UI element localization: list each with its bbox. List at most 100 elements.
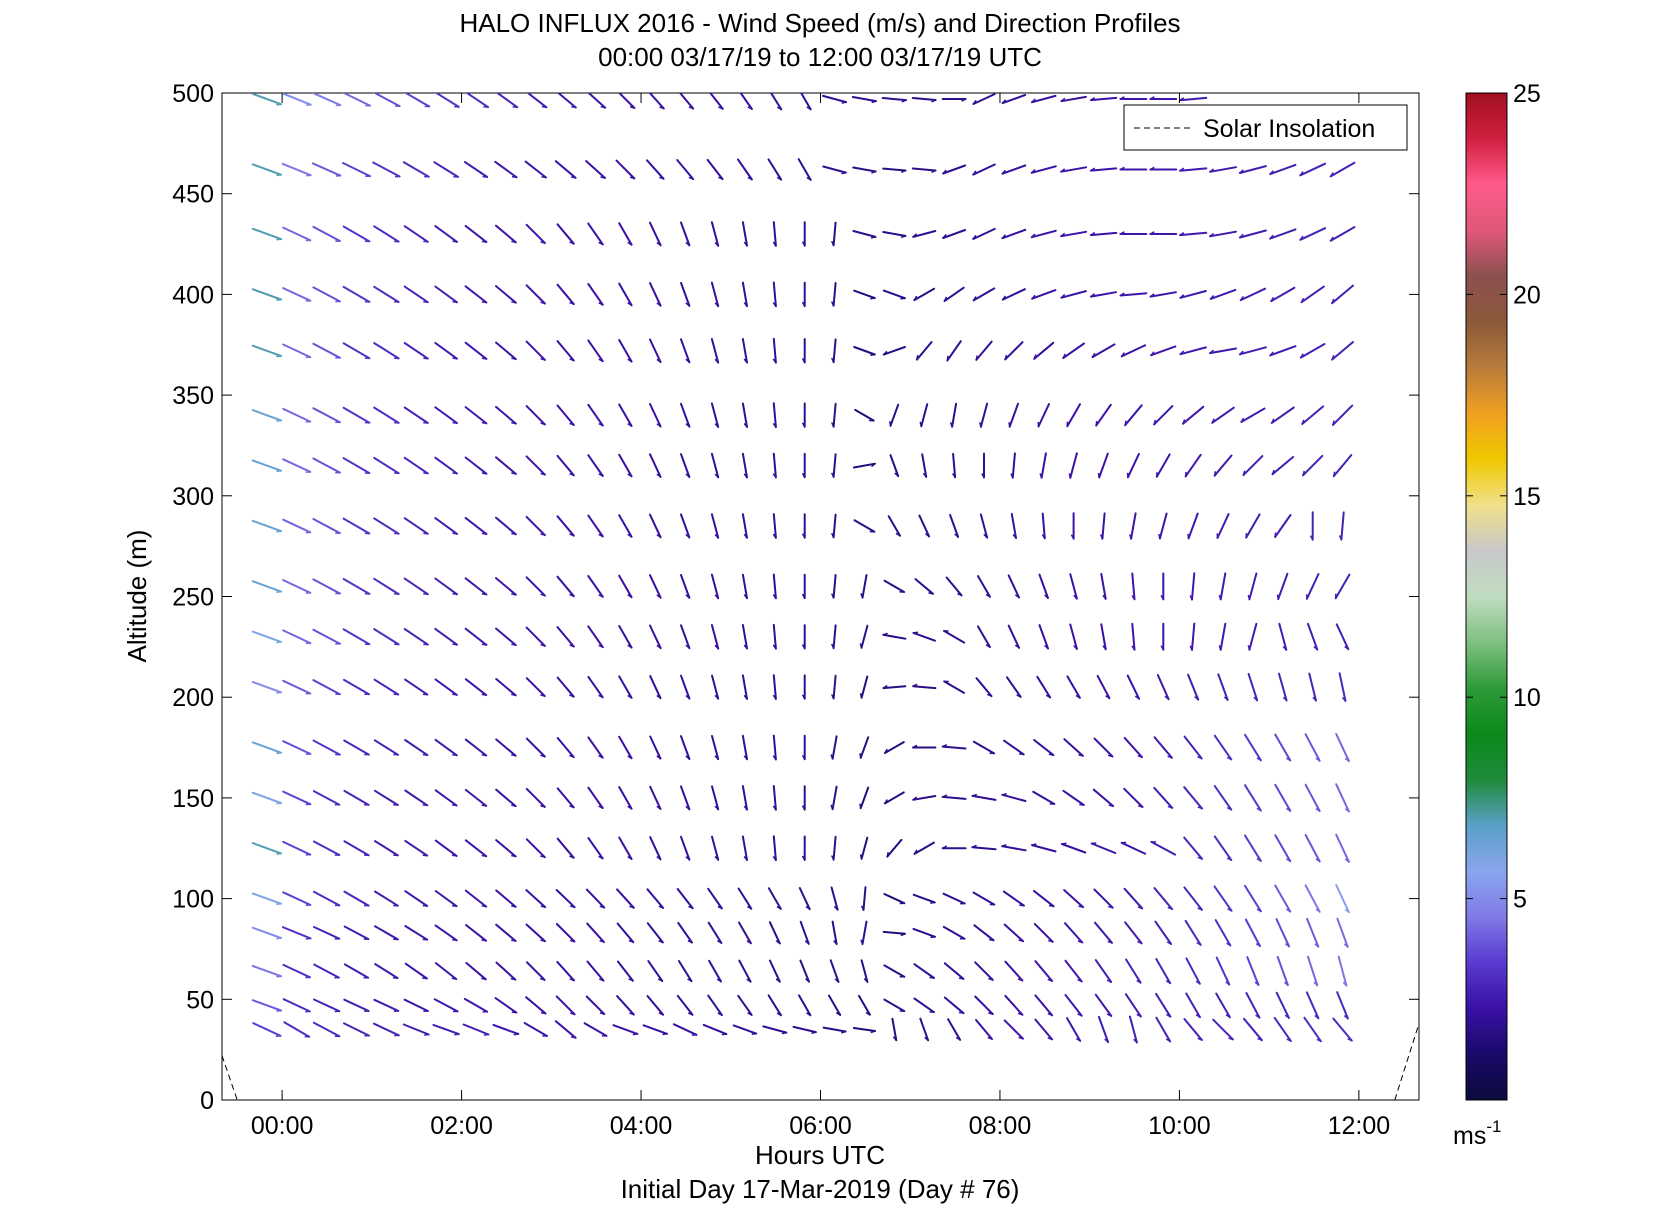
wind-vector — [1060, 166, 1088, 173]
wind-vector — [616, 995, 635, 1016]
wind-vector-head — [811, 1031, 817, 1035]
wind-vector — [1007, 624, 1020, 649]
wind-vector-head — [1223, 696, 1229, 701]
wind-vector — [1179, 167, 1208, 172]
wind-vector-head — [1137, 805, 1143, 808]
wind-vector — [525, 923, 546, 943]
wind-vector — [858, 994, 871, 1016]
wind-vector-head — [1225, 1014, 1231, 1018]
wind-vector-head — [871, 170, 876, 174]
wind-vector — [1038, 573, 1049, 600]
wind-vector — [556, 575, 575, 598]
wind-vector-head — [1315, 807, 1321, 812]
wind-vector-head — [942, 845, 948, 849]
wind-vector — [587, 675, 604, 699]
wind-vector — [1119, 292, 1148, 297]
wind-vector — [832, 282, 837, 307]
wind-vector-head — [685, 473, 690, 478]
wind-vector — [372, 161, 401, 178]
wind-vector-head — [424, 1033, 429, 1036]
wind-vector-head — [1184, 471, 1187, 477]
wind-vector-head — [1108, 804, 1114, 807]
wind-vector-head — [1247, 594, 1251, 600]
wind-vector — [680, 402, 691, 428]
wind-vector — [920, 403, 929, 428]
wind-vector — [404, 890, 429, 907]
wind-vector — [1002, 890, 1025, 907]
wind-vector-head — [276, 590, 282, 594]
wind-vector — [403, 628, 429, 646]
wind-vector-head — [924, 1036, 929, 1041]
wind-vector-head — [1179, 231, 1185, 236]
wind-vector — [883, 998, 906, 1013]
wind-vector-head — [1195, 1014, 1201, 1018]
colorbar-tick-label: 10 — [1513, 684, 1541, 712]
wind-vector — [312, 890, 341, 907]
wind-vector-head — [1218, 594, 1222, 600]
wind-vector — [525, 340, 546, 361]
wind-vector — [373, 342, 400, 360]
wind-vector — [492, 1024, 520, 1035]
wind-vector — [1277, 572, 1289, 601]
wind-vector — [1182, 405, 1205, 425]
wind-vector-head — [598, 422, 604, 427]
wind-vector-head — [512, 105, 518, 108]
wind-vector-head — [1343, 943, 1349, 948]
wind-vector — [860, 675, 869, 699]
wind-vector — [434, 627, 458, 646]
wind-vector-head — [714, 423, 719, 428]
wind-vector — [311, 162, 342, 177]
wind-vector — [710, 221, 720, 247]
wind-vector-head — [895, 532, 901, 537]
wind-vector — [1155, 958, 1172, 985]
wind-vector — [741, 281, 748, 308]
wind-vector-head — [1090, 293, 1096, 298]
wind-vector — [1187, 673, 1200, 701]
wind-vector — [1007, 574, 1020, 599]
wind-vector — [943, 962, 965, 980]
wind-vector-head — [511, 754, 516, 757]
wind-vector-head — [889, 421, 892, 426]
wind-vector-head — [1102, 645, 1107, 650]
wind-vector-head — [1091, 842, 1097, 845]
wind-vector-head — [714, 358, 719, 364]
y-tick-label: 300 — [172, 483, 214, 511]
wind-vector-head — [627, 755, 632, 759]
wind-vector-head — [955, 1036, 961, 1041]
wind-vector — [433, 998, 459, 1013]
wind-vector — [1274, 783, 1292, 812]
wind-vector-head — [627, 241, 632, 246]
wind-vector — [1213, 454, 1233, 477]
wind-vector — [649, 338, 662, 364]
wind-vector — [772, 785, 777, 811]
wind-vector-head — [628, 939, 634, 943]
wind-vector — [707, 994, 723, 1017]
wind-vector — [1273, 1016, 1292, 1043]
wind-vector — [1091, 343, 1116, 359]
wind-vector — [852, 166, 877, 173]
wind-vector-head — [511, 357, 516, 360]
wind-vector — [251, 288, 282, 301]
wind-vector — [772, 513, 777, 539]
wind-vector — [891, 1017, 898, 1042]
wind-vector — [772, 835, 777, 862]
x-tick-label: 02:00 — [430, 1112, 493, 1140]
wind-vector-head — [841, 101, 847, 104]
wind-vector — [1063, 738, 1084, 757]
wind-vector-head — [1182, 419, 1186, 424]
wind-vector-head — [1284, 981, 1289, 986]
wind-vector — [649, 836, 662, 861]
wind-vector — [587, 625, 604, 649]
wind-vector — [1329, 226, 1356, 242]
wind-vector-head — [1312, 696, 1317, 702]
wind-vector-head — [1001, 843, 1007, 847]
wind-vector — [587, 736, 604, 759]
wind-vector — [404, 739, 429, 757]
wind-vector-head — [569, 422, 575, 426]
wind-vector — [373, 739, 399, 756]
wind-vector-head — [772, 594, 777, 599]
wind-vector-head — [913, 631, 919, 634]
wind-vector — [1213, 785, 1233, 811]
wind-vector-head — [958, 977, 964, 980]
wind-vector — [710, 452, 720, 479]
